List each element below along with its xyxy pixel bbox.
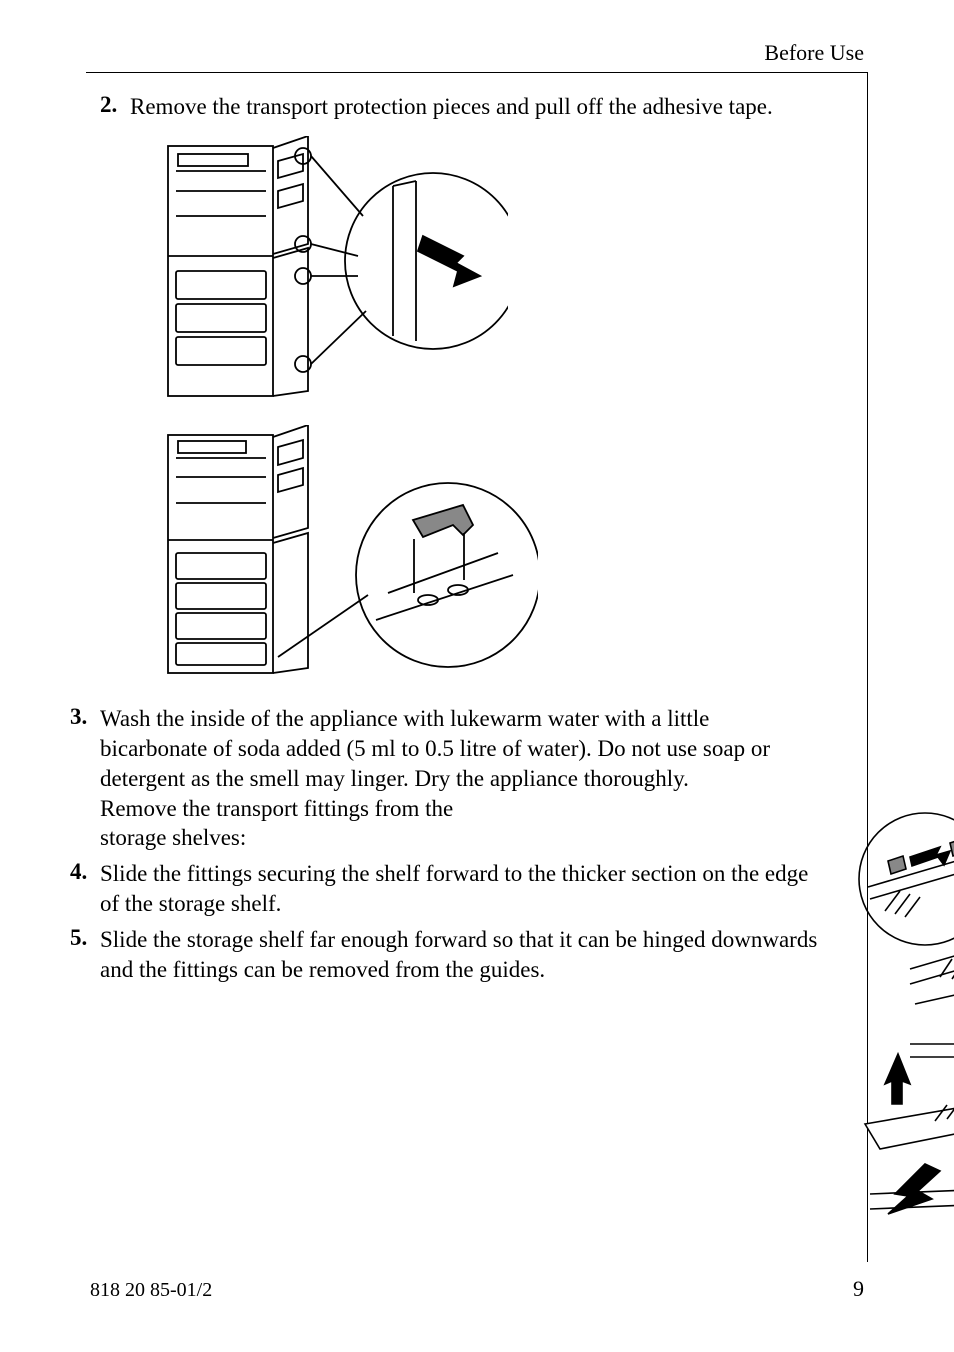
text-with-figures: 3. Wash the inside of the appliance with… — [100, 704, 854, 1229]
step-2: 2. Remove the transport protection piece… — [100, 92, 854, 122]
page-number: 9 — [853, 1276, 864, 1302]
page: Before Use 2. Remove the transport prote… — [0, 0, 954, 1352]
text-column: 3. Wash the inside of the appliance with… — [100, 704, 820, 1229]
figure-protection-removal — [158, 425, 854, 690]
content-area: 2. Remove the transport protection piece… — [100, 92, 854, 1229]
header-rule — [86, 72, 868, 73]
step-3-text-part2: Remove the transport fittings from the s… — [100, 794, 470, 854]
shelf-remove-icon — [840, 1029, 954, 1229]
shelf-fitting-icon — [840, 799, 954, 1009]
step-text: Slide the storage shelf far enough forwa… — [100, 925, 820, 985]
fridge-tape-icon — [158, 136, 508, 406]
figure-tape-removal — [158, 136, 854, 411]
step-number: 5. — [70, 925, 100, 985]
doc-code: 818 20 85-01/2 — [90, 1279, 212, 1302]
step-text: Remove the transport protection pieces a… — [130, 92, 854, 122]
step-4: 4. Slide the fittings securing the shelf… — [70, 859, 820, 919]
step-3: 3. Wash the inside of the appliance with… — [70, 704, 820, 853]
step-text: Slide the fittings securing the shelf fo… — [100, 859, 820, 919]
section-title: Before Use — [764, 40, 864, 66]
step-number: 4. — [70, 859, 100, 919]
step-3-text-part1: Wash the inside of the appliance with lu… — [100, 706, 770, 791]
figure-column — [840, 704, 954, 1229]
step-text: Wash the inside of the appliance with lu… — [100, 704, 820, 853]
step-5: 5. Slide the storage shelf far enough fo… — [70, 925, 820, 985]
fridge-clip-icon — [158, 425, 538, 685]
step-number: 3. — [70, 704, 100, 853]
step-number: 2. — [100, 92, 130, 122]
